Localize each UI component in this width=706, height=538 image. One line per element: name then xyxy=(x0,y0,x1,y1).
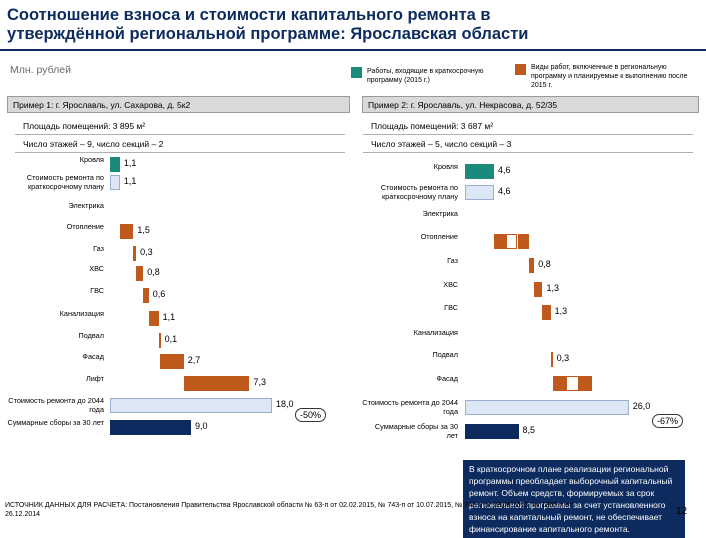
category-label: Стоимость ремонта до 2044 года xyxy=(362,398,458,416)
example-1-floors: Число этажей – 9, число секций – 2 xyxy=(23,139,164,149)
data-label: 0,6 xyxy=(152,289,166,299)
category-label: ГВС xyxy=(444,303,458,312)
category-label: Стоимость ремонта по краткосрочному план… xyxy=(26,173,104,191)
bar xyxy=(465,185,494,200)
category-label: ХВС xyxy=(443,280,458,289)
category-label: Канализация xyxy=(413,328,458,337)
page-number: 12 xyxy=(676,506,688,517)
category-label: Канализация xyxy=(59,309,104,318)
data-label: 1,1 xyxy=(123,158,137,168)
bar xyxy=(550,352,553,367)
bar xyxy=(110,420,191,435)
data-label: 7,3 xyxy=(253,377,267,387)
category-label: ГВС xyxy=(90,286,104,295)
bar xyxy=(110,175,120,190)
data-label: 8,5 xyxy=(522,425,536,435)
legend-swatch-short-term xyxy=(351,67,362,78)
category-label: Газ xyxy=(447,256,458,265)
data-label: 1,3 xyxy=(554,306,568,316)
bar xyxy=(493,234,506,249)
example-2-floors: Число этажей – 5, число секций – 3 xyxy=(371,139,512,149)
bar xyxy=(579,376,593,391)
gap-percent-label: -50% xyxy=(295,408,327,422)
data-label: 1,1 xyxy=(162,312,176,322)
source-note: ИСТОЧНИК ДАННЫХ ДЛЯ РАСЧЕТА: Постановлен… xyxy=(5,502,573,518)
data-label: 4,6 xyxy=(497,165,511,175)
bar xyxy=(133,246,137,261)
category-label: Фасад xyxy=(82,352,104,361)
example-2-area: Площадь помещений: 3 687 м² xyxy=(371,121,494,131)
bar xyxy=(465,424,519,439)
category-label: Отопление xyxy=(420,232,458,241)
data-label: 0,3 xyxy=(556,353,570,363)
category-label: Суммарные сборы за 30 лет xyxy=(374,422,458,440)
data-label: 4,6 xyxy=(497,186,511,196)
bar xyxy=(552,376,566,391)
legend-swatch-regional xyxy=(515,64,526,75)
unit-label: Млн. рублей xyxy=(10,64,71,76)
conclusion-note: В краткосрочном плане реализации региона… xyxy=(463,460,685,538)
category-label: Фасад xyxy=(436,374,458,383)
page-title: Соотношение взноса и стоимости капитальн… xyxy=(7,6,529,43)
data-label: 26,0 xyxy=(632,401,651,411)
bar xyxy=(542,305,551,320)
gap-percent-label: -67% xyxy=(652,414,684,428)
data-label: 0,8 xyxy=(147,267,160,277)
data-label: 2,7 xyxy=(187,355,201,365)
example-2-divider-1 xyxy=(363,134,693,135)
data-label: 1,5 xyxy=(137,225,150,235)
example-2-header: Пример 2: г. Ярославль, ул. Некрасова, д… xyxy=(362,96,699,113)
example-1-divider-1 xyxy=(15,134,345,135)
category-label: Кровля xyxy=(79,155,104,164)
data-label: 18,0 xyxy=(276,399,294,409)
bar xyxy=(119,224,134,239)
bar xyxy=(529,258,535,273)
legend-label-short-term: Работы, входящие в краткосрочную програм… xyxy=(367,68,484,84)
data-label: 9,0 xyxy=(195,421,208,431)
category-label: Электрика xyxy=(422,209,458,218)
example-2-divider-2 xyxy=(363,152,693,153)
bar xyxy=(534,282,543,297)
example-1-divider-2 xyxy=(15,152,345,153)
bar xyxy=(143,288,149,303)
category-label: Стоимость ремонта до 2044 года xyxy=(8,396,104,414)
data-label: 1,1 xyxy=(123,176,137,186)
bar xyxy=(136,266,144,281)
bar xyxy=(465,400,629,415)
category-label: Электрика xyxy=(68,201,104,210)
bar xyxy=(517,234,530,249)
bar xyxy=(183,376,250,391)
category-label: Отопление xyxy=(66,222,104,231)
example-1-area: Площадь помещений: 3 895 м² xyxy=(23,121,146,131)
category-label: Лифт xyxy=(85,374,104,383)
data-label: 0,1 xyxy=(164,334,178,344)
category-label: Подвал xyxy=(432,350,458,359)
bar xyxy=(465,164,494,179)
bar xyxy=(110,157,120,172)
bar xyxy=(148,311,159,326)
data-label: 1,3 xyxy=(546,283,559,293)
bar xyxy=(159,354,184,369)
category-label: Кровля xyxy=(433,162,458,171)
bar xyxy=(505,234,518,249)
category-label: ХВС xyxy=(89,264,104,273)
category-label: Подвал xyxy=(78,331,104,340)
bar xyxy=(565,376,580,391)
category-label: Газ xyxy=(93,244,104,253)
category-label: Суммарные сборы за 30 лет xyxy=(7,418,104,427)
data-label: 0,3 xyxy=(140,247,153,257)
title-rule xyxy=(0,49,706,51)
data-label: 0,8 xyxy=(538,259,551,269)
category-label: Стоимость ремонта по краткосрочному план… xyxy=(380,183,458,201)
legend-label-regional: Виды работ, включенные в региональную пр… xyxy=(531,64,688,89)
bar xyxy=(110,398,272,413)
bar xyxy=(158,333,161,348)
example-1-header: Пример 1: г. Ярославль, ул. Сахарова, д.… xyxy=(7,96,350,113)
